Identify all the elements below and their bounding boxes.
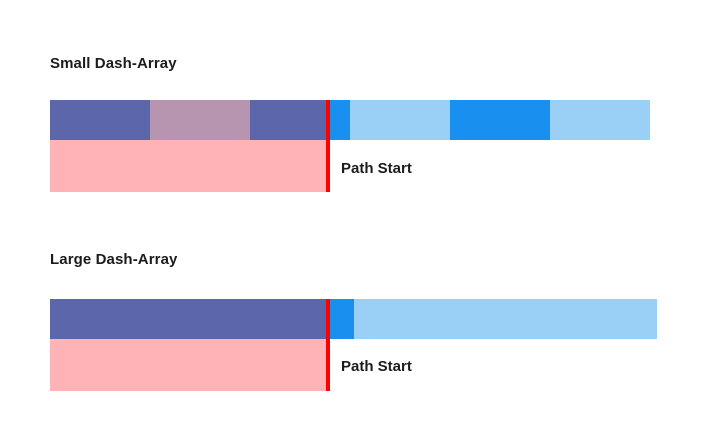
- dash-segment: [50, 299, 328, 339]
- path-start-marker: [326, 299, 330, 391]
- path-start-label: Path Start: [341, 358, 412, 375]
- gap-segment: [150, 100, 250, 140]
- gap-segment: [550, 100, 650, 140]
- small-dash-array-heading: Small Dash-Array: [50, 55, 177, 72]
- path-start-label: Path Start: [341, 160, 412, 177]
- dash-segment: [328, 299, 354, 339]
- large-dash-array-heading: Large Dash-Array: [50, 251, 178, 268]
- gap-segment: [354, 299, 657, 339]
- dash-segment: [328, 100, 350, 140]
- offset-region: [50, 140, 326, 192]
- dash-segment: [50, 100, 150, 140]
- offset-region: [50, 339, 326, 391]
- gap-segment: [350, 100, 450, 140]
- path-start-marker: [326, 100, 330, 192]
- dash-segment: [450, 100, 550, 140]
- dash-segment: [250, 100, 328, 140]
